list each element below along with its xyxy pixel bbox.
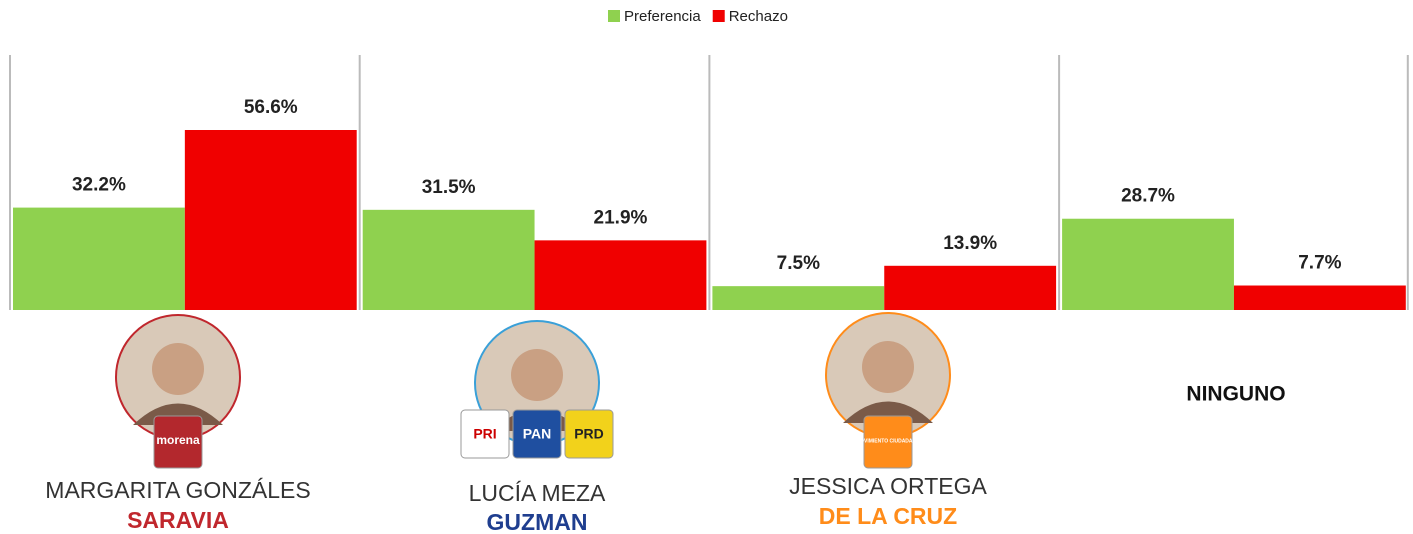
value-label: 21.9% xyxy=(594,207,648,228)
party-label: morena xyxy=(156,433,200,447)
bar xyxy=(362,209,535,310)
value-label: 7.7% xyxy=(1298,253,1341,274)
surname-label: DE LA CRUZ xyxy=(819,503,957,529)
value-label: 13.9% xyxy=(943,233,997,254)
bar xyxy=(13,207,185,310)
bar xyxy=(534,240,707,310)
value-label: 32.2% xyxy=(72,175,126,196)
party-label: PAN xyxy=(523,426,552,442)
legend-swatch xyxy=(608,10,620,22)
photo-face xyxy=(152,343,204,395)
surname-label: SARAVIA xyxy=(127,507,229,533)
party-label: PRI xyxy=(473,426,496,442)
legend-label: Rechazo xyxy=(729,8,788,25)
value-label: 56.6% xyxy=(244,97,298,118)
category-label: LUCÍA MEZA xyxy=(469,480,606,506)
party-logo xyxy=(153,415,203,469)
party-logo xyxy=(512,409,562,459)
party-label: MOVIMIENTO CIUDADANO xyxy=(856,438,920,444)
value-label: 31.5% xyxy=(422,177,476,198)
photo-face xyxy=(511,349,563,401)
bar xyxy=(712,286,885,310)
bar xyxy=(884,265,1057,310)
bar xyxy=(184,130,357,310)
party-logo xyxy=(564,409,614,459)
bar xyxy=(1233,285,1406,310)
value-label: 28.7% xyxy=(1121,186,1175,207)
category-label: MARGARITA GONZÁLES xyxy=(45,477,310,503)
category-label: NINGUNO xyxy=(1186,383,1285,406)
party-logo xyxy=(863,415,913,469)
photo-face xyxy=(862,341,914,393)
category-label: JESSICA ORTEGA xyxy=(789,473,987,499)
value-label: 7.5% xyxy=(777,253,820,274)
party-logo xyxy=(460,409,510,459)
legend-swatch xyxy=(712,10,725,22)
surname-label: GUZMAN xyxy=(487,509,588,534)
legend-label: Preferencia xyxy=(624,8,701,25)
bar xyxy=(1062,218,1234,310)
party-label: PRD xyxy=(574,426,604,442)
